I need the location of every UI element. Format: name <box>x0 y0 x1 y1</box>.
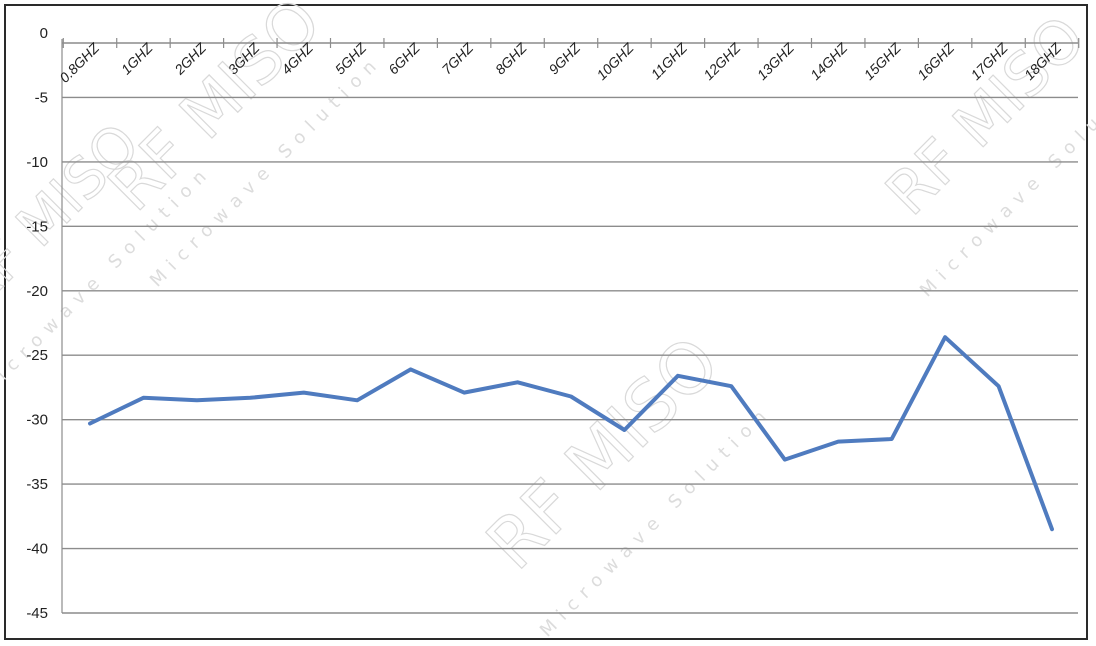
x-tick-label: 9GHZ <box>545 39 583 77</box>
data-point <box>409 367 413 371</box>
x-tick-label: 14GHZ <box>807 39 851 83</box>
x-tick-label: 1GHZ <box>118 39 156 77</box>
y-tick-label: -5 <box>35 89 48 106</box>
y-tick-label: -40 <box>26 541 48 558</box>
x-tick-label: 12GHZ <box>700 39 744 83</box>
data-point <box>729 384 733 388</box>
data-point <box>890 437 894 441</box>
y-tick-label: -30 <box>26 412 48 429</box>
series-group <box>88 335 1054 532</box>
data-point <box>302 391 306 395</box>
y-tick-label: -10 <box>26 154 48 171</box>
watermark-logo-text: RF MISO <box>471 321 735 585</box>
x-tick-label: 6GHZ <box>385 39 423 77</box>
y-tick-label: -25 <box>26 347 48 364</box>
x-tick-label: 15GHZ <box>861 39 905 83</box>
data-point <box>515 380 520 384</box>
watermark-logo-text: RF MISO <box>873 3 1096 229</box>
data-point <box>195 398 199 402</box>
data-point <box>836 439 840 444</box>
data-point <box>943 335 947 339</box>
data-point <box>355 398 359 402</box>
data-point <box>783 458 787 462</box>
y-axis-ticks: 0 -5 -10 -15 -20 -25 -30 -35 -40 -45 <box>26 25 48 622</box>
chart-frame <box>4 4 1088 640</box>
data-point <box>569 394 573 399</box>
data-point <box>248 396 252 400</box>
data-point <box>622 428 627 432</box>
x-tick-label: 11GHZ <box>648 39 691 82</box>
y-tick-label: -15 <box>26 218 48 235</box>
data-point <box>462 391 466 395</box>
watermark-logo-text: RF MISO <box>95 0 336 226</box>
y-tick-label: -35 <box>26 476 48 493</box>
x-tick-label: 10GHZ <box>593 39 637 83</box>
data-point <box>676 374 680 378</box>
y-tick-label: -45 <box>26 605 48 622</box>
x-tick-label: 8GHZ <box>492 39 530 77</box>
x-tick-label: 13GHZ <box>754 39 798 83</box>
y-tick-label: -20 <box>26 283 48 300</box>
data-point <box>996 384 1001 388</box>
data-point <box>141 396 146 400</box>
x-tick-label: 16GHZ <box>914 39 958 83</box>
data-point <box>88 421 92 426</box>
gridlines <box>62 96 1078 614</box>
data-point <box>1050 527 1054 531</box>
x-tick-label: 7GHZ <box>439 39 477 77</box>
y-tick-label: 0 <box>40 25 48 42</box>
